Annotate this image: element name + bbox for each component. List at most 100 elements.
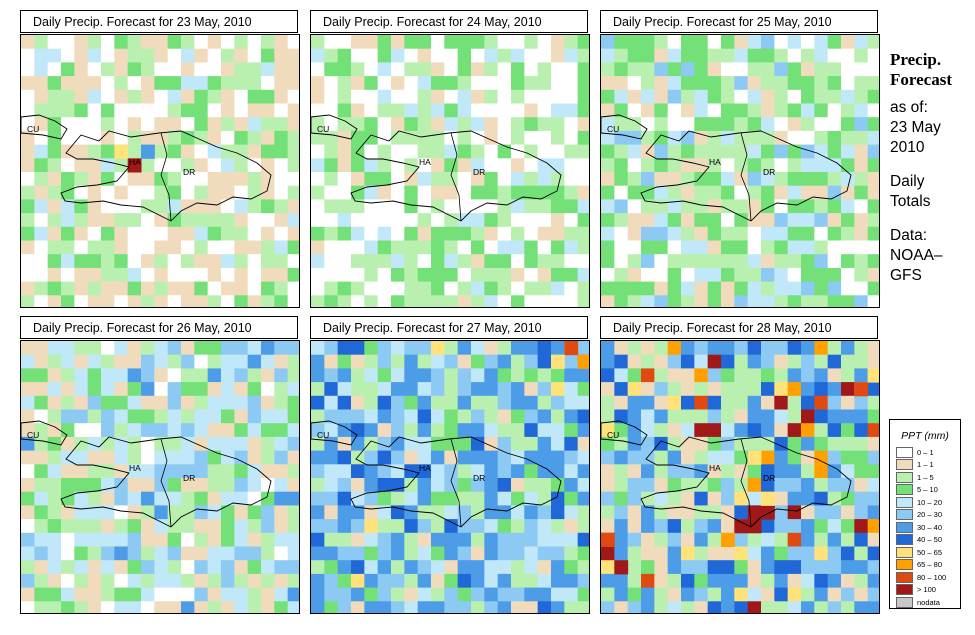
legend-label: 80 – 100 (917, 572, 947, 582)
legend-item: 1 – 1 (896, 459, 960, 472)
data-line1: Data: (890, 227, 928, 244)
country-label-cuba: CU (317, 430, 329, 440)
country-border (160, 132, 172, 222)
panel-title: Daily Precip. Forecast for 25 May, 2010 (600, 10, 878, 33)
legend-label: 1 – 5 (917, 472, 934, 482)
legend-item: 30 – 40 (896, 521, 960, 534)
country-label-dr: DR (183, 167, 195, 177)
map-svg: CU HA DR (311, 35, 589, 307)
side-title-line1: Precip. (890, 50, 942, 69)
country-label-dr: DR (473, 473, 485, 483)
country-label-haiti: HA (129, 157, 141, 167)
legend-label: 30 – 40 (917, 522, 943, 532)
country-label-cuba: CU (27, 430, 39, 440)
forecast-panel-3: Daily Precip. Forecast for 25 May, 2010 … (600, 10, 880, 308)
legend-swatch (896, 534, 913, 546)
precip-map: CU HA DR (20, 340, 300, 614)
ppt-legend: PPT (mm) 0 – 1 1 – 1 1 – 5 5 – 10 10 – 20 20 … (889, 419, 961, 609)
hispaniola-coastline (640, 436, 852, 528)
precip-map: CU HA DR (600, 340, 880, 614)
country-border (160, 438, 172, 528)
map-svg: CU HA DR (601, 341, 879, 613)
legend-label: 40 – 50 (917, 535, 943, 545)
totals-line1: Daily (890, 173, 925, 190)
precip-map: CU HA DR (310, 34, 590, 308)
country-border (740, 132, 752, 222)
asof-label: as of: (890, 99, 928, 116)
legend-item: 50 – 65 (896, 546, 960, 559)
legend-item: 10 – 20 (896, 496, 960, 509)
forecast-panel-4: Daily Precip. Forecast for 26 May, 2010 … (20, 316, 300, 614)
legend-title: PPT (mm) (901, 430, 949, 442)
cuba-coastline (311, 420, 358, 446)
country-label-dr: DR (473, 167, 485, 177)
country-label-dr: DR (763, 167, 775, 177)
legend-label: 65 – 80 (917, 560, 943, 570)
legend-label: 0 – 1 (917, 447, 934, 457)
forecast-panel-1: Daily Precip. Forecast for 23 May, 2010 … (20, 10, 300, 308)
legend-item: 80 – 100 (896, 571, 960, 584)
hispaniola-coastline (60, 130, 272, 222)
side-title-line2: Forecast (890, 70, 952, 89)
country-label-cuba: CU (27, 124, 39, 134)
map-svg: CU HA DR (21, 35, 299, 307)
country-label-haiti: HA (419, 463, 431, 473)
legend-label: > 100 (917, 585, 936, 595)
legend-swatch (896, 521, 913, 533)
legend-swatch (896, 484, 913, 496)
country-label-haiti: HA (129, 463, 141, 473)
legend-item: 20 – 30 (896, 509, 960, 522)
country-label-dr: DR (763, 473, 775, 483)
country-border (450, 132, 462, 222)
legend-label: nodata (917, 597, 940, 607)
country-label-cuba: CU (607, 124, 619, 134)
totals-line2: Totals (890, 193, 931, 210)
legend-item: 65 – 80 (896, 559, 960, 572)
legend-swatch (896, 446, 913, 458)
legend-swatch (896, 496, 913, 508)
cuba-coastline (311, 114, 358, 140)
panel-title: Daily Precip. Forecast for 24 May, 2010 (310, 10, 588, 33)
legend-swatch (896, 509, 913, 521)
legend-swatch (896, 584, 913, 596)
legend-item: nodata (896, 596, 960, 609)
map-svg: CU HA DR (601, 35, 879, 307)
legend-item: 1 – 5 (896, 471, 960, 484)
country-label-dr: DR (183, 473, 195, 483)
panel-title: Daily Precip. Forecast for 26 May, 2010 (20, 316, 298, 339)
panel-title: Daily Precip. Forecast for 23 May, 2010 (20, 10, 298, 33)
country-label-haiti: HA (419, 157, 431, 167)
hispaniola-coastline (350, 130, 562, 222)
legend-swatch (896, 471, 913, 483)
asof-date: 23 May (890, 119, 941, 136)
legend-item: 0 – 1 (896, 446, 960, 459)
country-label-cuba: CU (607, 430, 619, 440)
legend-swatch (896, 459, 913, 471)
legend-label: 1 – 1 (917, 460, 934, 470)
cuba-coastline (601, 114, 648, 140)
forecast-panel-5: Daily Precip. Forecast for 27 May, 2010 … (310, 316, 590, 614)
legend-item: > 100 (896, 584, 960, 597)
panel-title: Daily Precip. Forecast for 28 May, 2010 (600, 316, 878, 339)
legend-swatch (896, 559, 913, 571)
map-svg: CU HA DR (21, 341, 299, 613)
country-label-haiti: HA (709, 157, 721, 167)
data-line2: NOAA– (890, 247, 943, 264)
country-label-haiti: HA (709, 463, 721, 473)
country-border (450, 438, 462, 528)
forecast-panel-6: Daily Precip. Forecast for 28 May, 2010 … (600, 316, 880, 614)
legend-swatch (896, 596, 913, 608)
hispaniola-coastline (640, 130, 852, 222)
panel-title: Daily Precip. Forecast for 27 May, 2010 (310, 316, 588, 339)
country-border (740, 438, 752, 528)
data-line3: GFS (890, 267, 922, 284)
map-svg: CU HA DR (311, 341, 589, 613)
cuba-coastline (21, 420, 68, 446)
cuba-coastline (21, 114, 68, 140)
legend-label: 20 – 30 (917, 510, 943, 520)
legend-swatch (896, 571, 913, 583)
country-label-cuba: CU (317, 124, 329, 134)
asof-year: 2010 (890, 139, 925, 156)
precip-map: CU HA DR (310, 340, 590, 614)
forecast-panel-2: Daily Precip. Forecast for 24 May, 2010 … (310, 10, 590, 308)
